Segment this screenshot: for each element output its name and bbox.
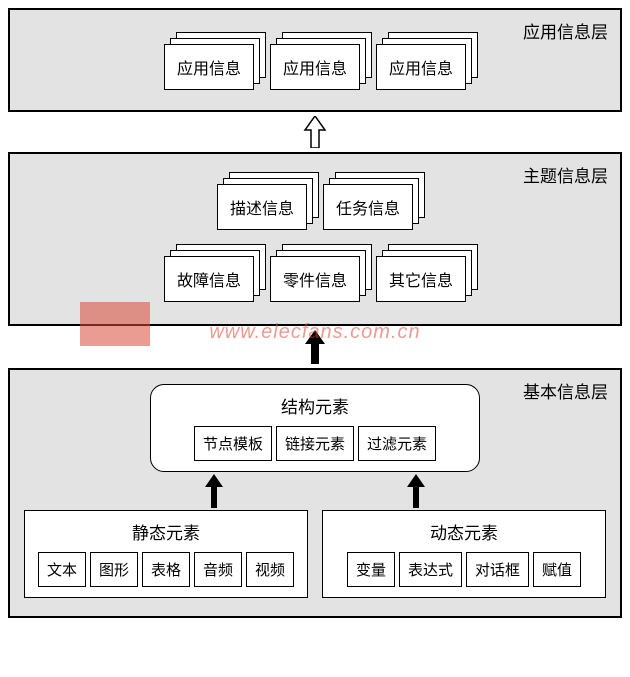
layer-basic: 基本信息层 结构元素 节点模板 链接元素 过滤元素 静态元素 文本 图形 表格 … [8, 368, 622, 618]
layer3-label: 基本信息层 [523, 378, 608, 403]
box-structure: 结构元素 节点模板 链接元素 过滤元素 [150, 384, 480, 472]
static-items: 文本 图形 表格 音频 视频 [35, 552, 297, 587]
layer-topic: 主题信息层 描述信息 任务信息 故障信息 零件信息 其它信息 www.elecf… [8, 152, 622, 326]
arrow-layer3-to-layer2 [8, 330, 622, 364]
inner-arrows [24, 474, 606, 508]
card-stack: 故障信息 [164, 256, 254, 302]
static-title: 静态元素 [35, 519, 297, 544]
arrow-layer2-to-layer1 [8, 116, 622, 148]
card-app-1: 应用信息 [164, 44, 254, 90]
chip-shape: 图形 [90, 552, 138, 587]
card-stack: 任务信息 [323, 184, 413, 230]
card-app-2: 应用信息 [270, 44, 360, 90]
card-fault: 故障信息 [164, 256, 254, 302]
layer2-row1: 描述信息 任务信息 [30, 184, 600, 230]
card-stack: 应用信息 [270, 44, 360, 90]
card-stack: 描述信息 [217, 184, 307, 230]
structure-title: 结构元素 [161, 393, 469, 418]
chip-link-element: 链接元素 [276, 426, 354, 461]
card-stack: 应用信息 [376, 44, 466, 90]
layer1-label: 应用信息层 [523, 18, 608, 43]
chip-table: 表格 [142, 552, 190, 587]
chip-text: 文本 [38, 552, 86, 587]
chip-var: 变量 [347, 552, 395, 587]
chip-audio: 音频 [194, 552, 242, 587]
layer-application: 应用信息层 应用信息 应用信息 应用信息 [8, 8, 622, 112]
layer1-row: 应用信息 应用信息 应用信息 [30, 44, 600, 90]
card-desc: 描述信息 [217, 184, 307, 230]
layer2-row2: 故障信息 零件信息 其它信息 [30, 256, 600, 302]
dynamic-items: 变量 表达式 对话框 赋值 [333, 552, 595, 587]
card-app-3: 应用信息 [376, 44, 466, 90]
chip-assign: 赋值 [533, 552, 581, 587]
dynamic-title: 动态元素 [333, 519, 595, 544]
arrow-static-to-structure [203, 474, 225, 508]
layer2-label: 主题信息层 [523, 162, 608, 187]
card-stack: 应用信息 [164, 44, 254, 90]
chip-expr: 表达式 [399, 552, 462, 587]
structure-items: 节点模板 链接元素 过滤元素 [161, 426, 469, 461]
chip-node-template: 节点模板 [194, 426, 272, 461]
card-stack: 零件信息 [270, 256, 360, 302]
card-part: 零件信息 [270, 256, 360, 302]
box-static: 静态元素 文本 图形 表格 音频 视频 [24, 510, 308, 598]
card-other: 其它信息 [376, 256, 466, 302]
chip-video: 视频 [246, 552, 294, 587]
chip-dialog: 对话框 [466, 552, 529, 587]
card-stack: 其它信息 [376, 256, 466, 302]
box-dynamic: 动态元素 变量 表达式 对话框 赋值 [322, 510, 606, 598]
arrow-dynamic-to-structure [405, 474, 427, 508]
card-task: 任务信息 [323, 184, 413, 230]
chip-filter-element: 过滤元素 [358, 426, 436, 461]
